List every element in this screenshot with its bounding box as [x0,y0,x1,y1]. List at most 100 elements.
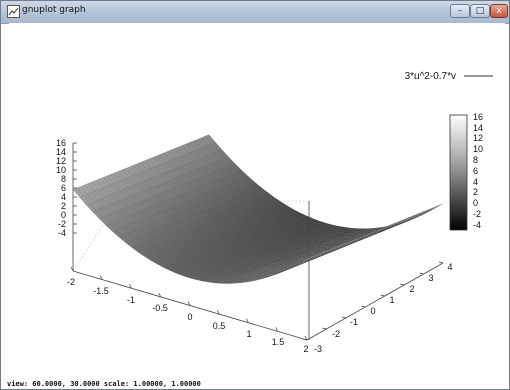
colorbar-tick-8: 8 [473,155,478,165]
surface-cell-35-7 [326,246,338,252]
v-tick-4: 4 [447,262,452,272]
title-bar[interactable]: gnuplot graph – □ x [1,1,509,24]
window-title: gnuplot graph [22,5,86,15]
z-tick-neg2: -2 [58,219,66,229]
u-tick-1-5: 1.5 [272,337,285,347]
u-tick-neg0-5: -0.5 [152,303,168,313]
u-tick-neg2: -2 [67,277,75,287]
colorbar-tick-16: 16 [473,112,483,122]
surface-cell-35-19 [372,227,383,234]
v-tick-mark-4 [380,294,385,297]
u-tick-mark-0 [70,266,74,272]
surface-cell-35-9 [334,243,345,249]
u-tick-mark-4 [187,301,191,306]
u-tick-mark-2 [129,284,132,289]
surface-cell-35-22 [383,223,394,230]
minimize-button[interactable]: – [450,4,470,18]
v-tick-neg1: -1 [350,317,358,327]
z-tick-4: 4 [61,192,66,202]
v-tick-neg3: -3 [314,344,322,354]
surface-cell-35-35 [432,203,444,210]
z-tick-neg4: -4 [58,228,66,238]
colorbar-tick-10: 10 [473,144,483,154]
surface-cell-35-4 [315,250,326,257]
surface-cell-35-5 [319,249,330,255]
legend-label: 3*u^2-0.7*v [405,71,456,82]
z-tick-8: 8 [61,174,66,184]
surface-cell-35-2 [308,253,319,260]
surface-cell-35-17 [364,230,376,237]
surface-cell-35-29 [410,212,421,219]
u-tick-mark-3 [158,292,162,298]
surface-cell-35-34 [428,204,440,211]
surface-cell-35-13 [349,237,360,243]
z-tick-10: 10 [56,165,66,175]
surface-cell-35-10 [338,241,349,248]
v-tick-mark-5 [400,283,405,286]
v-tick-neg2: -2 [332,329,340,339]
z-tick-2: 2 [61,201,66,211]
surface-cell-35-28 [406,214,417,220]
colorbar-tick-12: 12 [473,133,483,143]
surface-cell-35-18 [368,229,379,236]
z-tick-12: 12 [56,156,66,166]
surface-cell-35-0 [300,256,311,263]
z-tick-0: 0 [61,210,66,220]
u-tick-neg1: -1 [127,295,135,305]
surface-cell-35-33 [425,206,436,213]
surface-cell-35-15 [357,233,368,240]
surface-cell-35-11 [342,240,353,246]
colorbar-tick-neg2: -2 [473,209,481,219]
u-tick-mark-7 [275,327,279,332]
v-tick-0: 0 [370,306,375,316]
u-tick-2: 2 [303,344,308,354]
surface-mesh [72,134,444,284]
v-tick-mark-7 [438,261,444,264]
z-tick-6: 6 [61,183,66,193]
axis-ticks [70,142,444,341]
u-tick-neg1-5: -1.5 [93,286,109,296]
v-tick-mark-6 [419,272,424,275]
colorbar-tick-0: 0 [473,198,478,208]
u-tick-mark-5 [216,309,220,315]
colorbar-tick-2: 2 [473,187,478,197]
surface-cell-35-31 [417,209,428,216]
colorbar-tick-14: 14 [473,123,483,133]
surface-cell-35-3 [311,252,323,259]
surface-cell-35-23 [387,221,398,228]
u-tick-0-5: 0.5 [213,321,226,331]
surface-cell-35-14 [353,235,364,242]
surface-cell-35-6 [323,247,334,254]
surface-cell-35-27 [402,215,413,222]
v-tick-1: 1 [389,295,394,305]
surface-cell-35-24 [391,220,402,226]
surface-cell-35-16 [360,232,372,239]
colorbar [449,114,468,231]
y-axis [306,262,444,341]
status-bar-text: view: 60.0000, 30.0000 scale: 1.00000, 1… [7,380,201,388]
maximize-button[interactable]: □ [470,4,490,18]
colorbar-tick-neg4: -4 [473,220,481,230]
surface-cell-35-12 [345,238,357,245]
colorbar-tick-4: 4 [473,177,478,187]
close-button[interactable]: x [490,4,508,18]
colorbar-tick-6: 6 [473,166,478,176]
u-tick-mark-8 [304,335,308,341]
surface-cell-35-26 [398,217,410,223]
v-tick-mark-1 [322,327,327,330]
surface-plot: 16 14 12 10 8 6 4 2 0 -2 -4 -2 -1.5 -1 -… [56,71,493,354]
u-tick-0: 0 [187,312,192,322]
surface-cell-35-8 [330,244,342,251]
surface-cell-35-32 [421,208,432,214]
v-tick-mark-3 [361,305,366,308]
gnuplot-app-icon[interactable] [7,5,20,18]
v-tick-mark-2 [341,316,346,319]
v-tick-mark-0 [302,338,308,341]
z-tick-16: 16 [56,138,66,148]
surface-cell-35-30 [413,211,425,217]
v-tick-3: 3 [428,273,433,283]
plot-area[interactable]: 16 14 12 10 8 6 4 2 0 -2 -4 -2 -1.5 -1 -… [9,23,505,379]
u-tick-mark-1 [99,275,103,280]
surface-cell-35-1 [304,255,315,262]
